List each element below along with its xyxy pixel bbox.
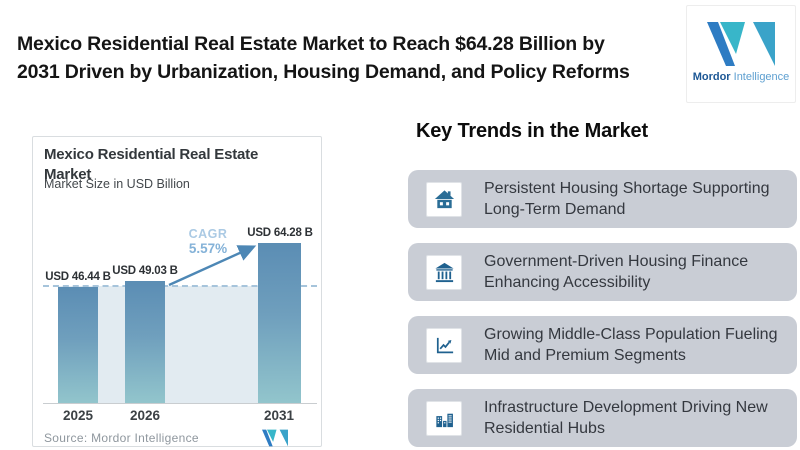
bar-value-label-2031: USD 64.28 B [247, 227, 313, 239]
bank-icon [434, 262, 454, 282]
bar-2025 [58, 287, 98, 403]
trend-icon-box [426, 400, 462, 436]
bar-2031 [258, 243, 301, 403]
page-title-line2: 2031 Driven by Urbanization, Housing Dem… [17, 61, 630, 83]
page-title-line1: Mexico Residential Real Estate Market to… [17, 33, 605, 55]
bar-2026 [125, 281, 165, 403]
trend-text: Infrastructure Development Driving New R… [484, 399, 768, 437]
page-title: Mexico Residential Real Estate Market to… [17, 30, 677, 86]
trend-icon-box [426, 254, 462, 290]
brand-name-bold: Mordor [692, 71, 731, 83]
mordor-logo: Mordor Intelligence [686, 5, 796, 103]
trend-card-housing-shortage: Persistent Housing Shortage Supporting L… [408, 170, 797, 228]
trend-text: Government-Driven Housing Finance Enhanc… [484, 253, 749, 291]
buildings-icon [435, 413, 453, 427]
mordor-logo-icon [707, 22, 775, 66]
cagr-growth-arrow-icon [168, 245, 257, 287]
mordor-logo-text: Mordor Intelligence [687, 71, 795, 83]
chart-title: Mexico Residential Real Estate Market [44, 145, 258, 185]
x-tick-2031: 2031 [263, 408, 295, 423]
cagr-annotation: CAGR 5.57% [168, 227, 248, 257]
trends-heading: Key Trends in the Market [416, 120, 648, 142]
x-tick-2025: 2025 [62, 408, 94, 423]
mordor-mini-logo-icon [262, 429, 288, 447]
cagr-value: 5.57% [188, 241, 228, 256]
chart-title-line2: Market [44, 166, 92, 183]
trend-icon-box [426, 327, 462, 363]
trend-icon-box [426, 181, 462, 217]
source-note: Source: Mordor Intelligence [44, 431, 199, 445]
trend-card-housing-finance: Government-Driven Housing Finance Enhanc… [408, 243, 797, 301]
house-icon [434, 189, 454, 208]
line-chart-icon [436, 337, 453, 353]
bar-value-label-2026: USD 49.03 B [112, 265, 178, 277]
chart-title-line1: Mexico Residential Real Estate [44, 146, 259, 163]
chart-reference-dashed-line [43, 285, 317, 287]
trend-card-infrastructure: Infrastructure Development Driving New R… [408, 389, 797, 447]
bar-value-label-2025: USD 46.44 B [45, 271, 111, 283]
trend-card-middle-class: Growing Middle-Class Population Fueling … [408, 316, 797, 374]
cagr-label: CAGR [188, 227, 228, 241]
trend-text: Persistent Housing Shortage Supporting L… [484, 180, 770, 218]
chart-card: Mexico Residential Real Estate Market Ma… [32, 136, 322, 447]
trend-text: Growing Middle-Class Population Fueling … [484, 326, 778, 364]
x-tick-2026: 2026 [129, 408, 161, 423]
brand-name-light: Intelligence [730, 71, 790, 83]
x-axis-line [43, 403, 317, 404]
chart-subtitle: Market Size in USD Billion [44, 177, 190, 191]
